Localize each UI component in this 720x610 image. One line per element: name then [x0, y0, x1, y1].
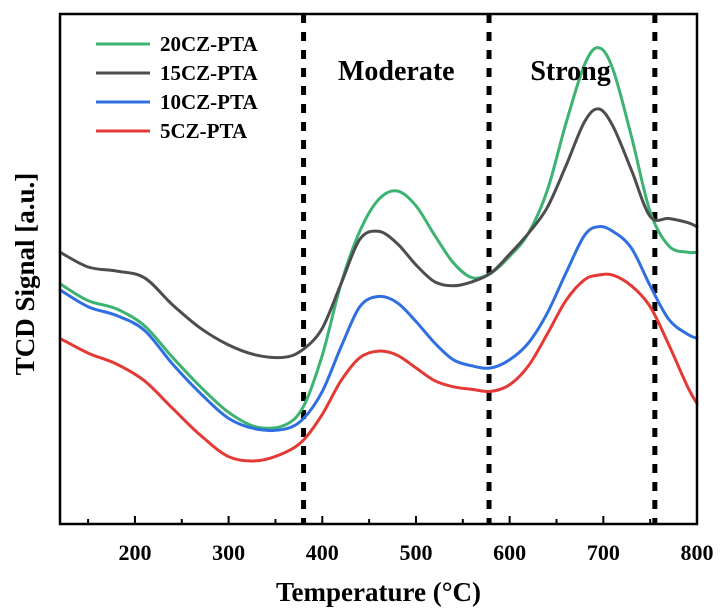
series-line-20cz-pta: [58, 46, 699, 430]
x-tick-label: 600: [493, 540, 526, 565]
legend-label: 5CZ-PTA: [160, 119, 248, 143]
plot-frame: [58, 12, 699, 526]
legend-label: 10CZ-PTA: [160, 90, 258, 114]
series-line-10cz-pta: [58, 225, 699, 432]
legend-label: 20CZ-PTA: [160, 32, 258, 56]
x-tick-label: 700: [587, 540, 620, 565]
x-axis-label: Temperature (°C): [276, 577, 481, 607]
series-line-15cz-pta: [58, 107, 699, 360]
region-annotations: Moderate Strong: [338, 56, 611, 87]
y-axis-label: TCD Signal [a.u.]: [10, 173, 40, 376]
region-boundaries: [301, 14, 658, 524]
region-label: Moderate: [338, 56, 455, 87]
series-line-5cz-pta: [58, 272, 699, 463]
x-tick-label: 500: [399, 540, 432, 565]
region-label: Strong: [530, 56, 610, 87]
series-lines: [58, 46, 699, 463]
legend: 20CZ-PTA 15CZ-PTA 10CZ-PTA 5CZ-PTA: [96, 32, 258, 143]
x-tick-label: 300: [212, 540, 245, 565]
x-axis-ticks: 200 300 400 500 600 700 800: [87, 516, 714, 565]
x-tick-label: 200: [118, 540, 151, 565]
x-tick-label: 800: [681, 540, 714, 565]
x-tick-label: 400: [306, 540, 339, 565]
legend-label: 15CZ-PTA: [160, 61, 258, 85]
